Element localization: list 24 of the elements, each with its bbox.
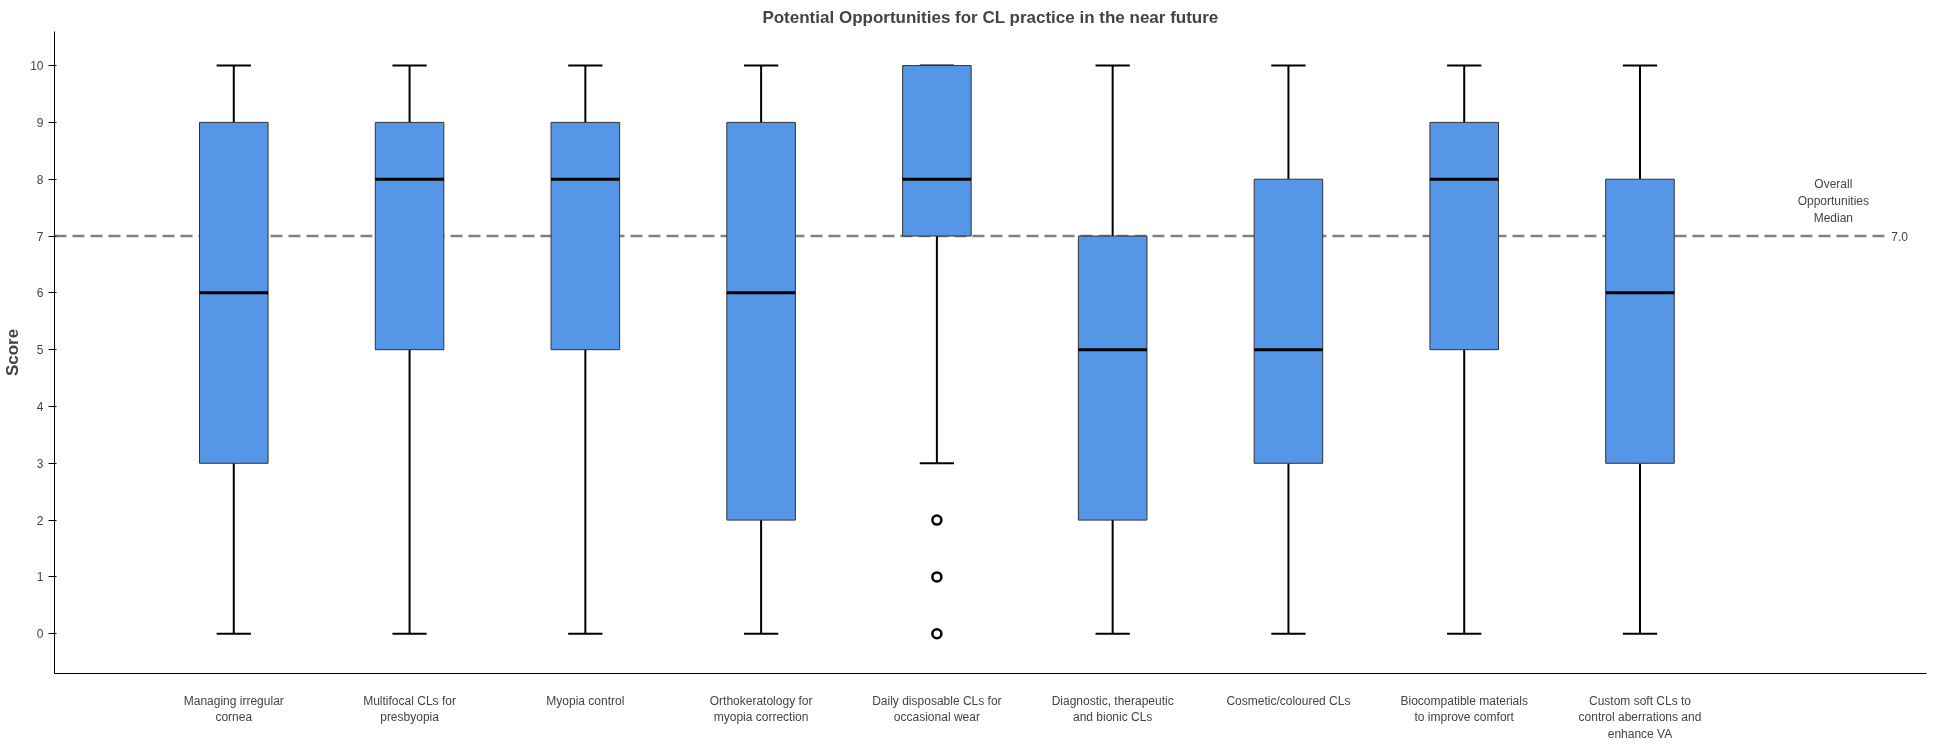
- y-tick-label: 8: [36, 172, 44, 187]
- y-axis-title: Score: [3, 328, 23, 377]
- y-tick-label: 5: [36, 343, 44, 358]
- x-tick-label: Diagnostic, therapeutic and bionic CLs: [1051, 693, 1174, 725]
- x-tick-label: Daily disposable CLs for occasional wear: [872, 693, 1002, 725]
- y-tick-label: 0: [36, 627, 44, 642]
- y-tick-label: 3: [36, 456, 44, 471]
- x-tick-label: Managing irregular cornea: [183, 693, 284, 725]
- text: 7.0: [1891, 229, 1909, 244]
- y-tick-label: 9: [36, 115, 44, 130]
- y-tick-label: 10: [30, 59, 44, 74]
- x-tick-label: Custom soft CLs to control aberrations and enhance VA: [1578, 693, 1702, 742]
- chart-title: Potential Opportunities for CL practice in the near future: [762, 7, 1219, 27]
- x-tick-label: Myopia control: [546, 693, 625, 708]
- y-tick-label: 1: [36, 570, 44, 585]
- y-tick-label: 6: [36, 286, 44, 301]
- x-tick-label: Multifocal CLs for presbyopia: [363, 693, 456, 725]
- y-tick-label: 4: [36, 399, 44, 414]
- x-tick-label: Cosmetic/coloured CLs: [1226, 693, 1351, 708]
- y-tick-label: 2: [36, 513, 44, 528]
- ref-line-label: Overall Opportunities Median: [1797, 177, 1870, 225]
- x-tick-label: Biocompatible materials to improve comfort: [1400, 693, 1528, 725]
- x-tick-label: Orthokeratology for myopia correction: [709, 693, 813, 725]
- y-tick-label: 7: [36, 229, 44, 244]
